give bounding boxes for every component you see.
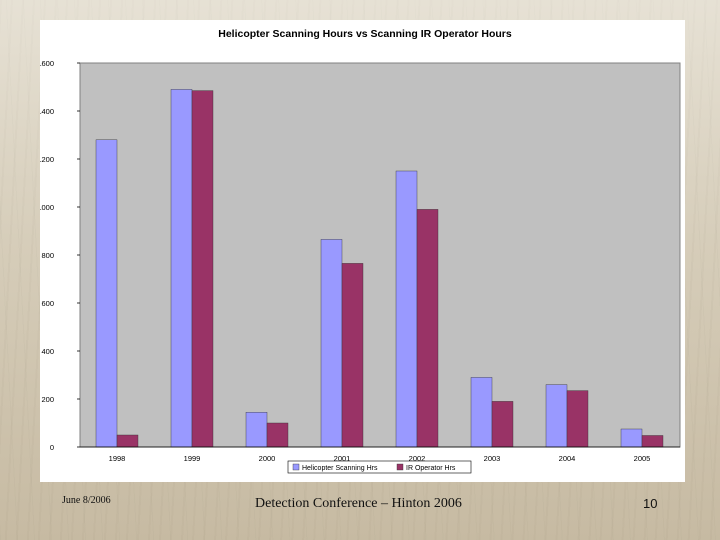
- footer-title: Detection Conference – Hinton 2006: [255, 496, 462, 511]
- y-tick-label: 800: [41, 251, 54, 260]
- bars: [95, 89, 664, 448]
- bar-1998-series-2: [116, 434, 139, 448]
- chart-title: Helicopter Scanning Hours vs Scanning IR…: [218, 28, 512, 40]
- x-tick-label: 2003: [484, 454, 501, 463]
- bar-2002-series-2: [416, 209, 439, 448]
- bar-1999-series-1: [170, 89, 193, 448]
- y-tick-label: 600: [41, 299, 54, 308]
- x-tick-label: 1999: [184, 454, 201, 463]
- bar-2000-series-2: [266, 422, 289, 448]
- bar-1999-series-2: [191, 90, 214, 448]
- y-tick-label: 1000: [40, 203, 54, 212]
- y-tick-label: 200: [41, 395, 54, 404]
- chart-container: Helicopter Scanning Hours vs Scanning IR…: [40, 20, 685, 482]
- x-tick-label: 2002: [409, 454, 426, 463]
- footer-date: June 8/2006: [62, 495, 111, 506]
- x-tick-label: 2001: [334, 454, 351, 463]
- y-tick-label: 400: [41, 347, 54, 356]
- bar-2005-series-1: [620, 428, 643, 448]
- legend-label-series-2: IR Operator Hrs: [406, 465, 456, 472]
- bar-2004-series-1: [545, 384, 568, 448]
- x-tick-label: 2005: [634, 454, 651, 463]
- bar-1998-series-1: [95, 139, 118, 448]
- x-tick-label: 1998: [109, 454, 126, 463]
- y-tick-label: 0: [50, 443, 54, 452]
- legend-box: [287, 460, 472, 474]
- bar-2005-series-2: [641, 435, 664, 448]
- bar-2001-series-2: [341, 263, 364, 448]
- y-tick-label: 1400: [40, 107, 54, 116]
- bar-2001-series-1: [320, 239, 343, 448]
- bar-2004-series-2: [566, 390, 589, 448]
- bar-2002-series-1: [395, 170, 418, 448]
- legend-swatch-series-1: [292, 463, 300, 471]
- x-tick-label: 2004: [559, 454, 576, 463]
- bar-2003-series-1: [470, 377, 493, 448]
- legend-swatch-series-2: [396, 463, 404, 471]
- bar-2000-series-1: [245, 412, 268, 448]
- plot-area: [79, 62, 681, 448]
- y-tick-label: 1600: [40, 59, 54, 68]
- x-tick-label: 2000: [259, 454, 276, 463]
- bar-2003-series-2: [491, 401, 514, 448]
- bar-chart: Helicopter Scanning Hours vs Scanning IR…: [40, 28, 681, 474]
- legend: Helicopter Scanning Hrs IR Operator Hrs: [287, 460, 472, 474]
- x-axis: 1998 1999 2000 2001 2002 2003 2004 2005: [80, 446, 680, 463]
- slide-number: 10: [643, 496, 658, 511]
- legend-label-series-1: Helicopter Scanning Hrs: [302, 465, 378, 472]
